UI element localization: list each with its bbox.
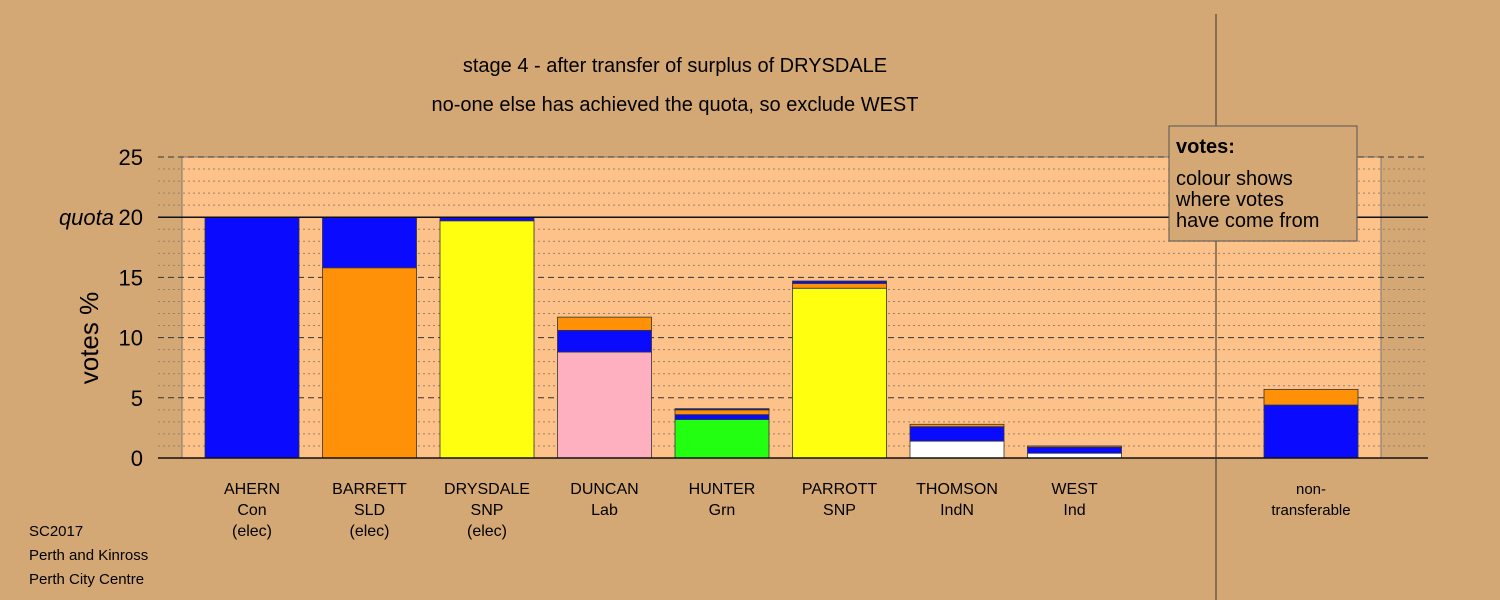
category-label: DUNCAN: [570, 481, 638, 498]
bar-segment: [674, 414, 770, 420]
category-label: WEST: [1051, 481, 1097, 498]
y-tick-label: 10: [119, 326, 143, 351]
bar-segment: [792, 287, 887, 459]
legend-line-2: where votes: [1175, 189, 1284, 211]
y-axis-label: votes %: [74, 292, 104, 385]
chart-title-line-1: stage 4 - after transfer of surplus of D…: [463, 55, 887, 77]
category-label: Grn: [709, 502, 736, 519]
category-label: DRYSDALE: [444, 481, 530, 498]
y-tick-label: 20: [119, 205, 143, 230]
category-label: SLD: [354, 502, 385, 519]
bar-segment: [792, 283, 887, 289]
category-label: Lab: [591, 502, 618, 519]
category-label: PARROTT: [802, 481, 877, 498]
category-label: Ind: [1063, 502, 1085, 519]
bar-segment: [674, 408, 770, 411]
bar-hunter: [674, 408, 770, 459]
quota-label: quota: [59, 205, 114, 230]
bar-segment: [792, 280, 887, 284]
bar-segment: [557, 316, 652, 331]
bar-segment: [909, 440, 1005, 459]
category-label: SNP: [471, 502, 504, 519]
bar-segment: [674, 419, 770, 459]
category-label: (elec): [467, 523, 507, 540]
category-label: transferable: [1271, 502, 1350, 519]
bar-west: [1027, 445, 1122, 459]
category-label: THOMSON: [916, 481, 998, 498]
bar-segment: [322, 267, 417, 459]
bar-segment: [557, 329, 652, 353]
bar-segment: [674, 409, 770, 416]
bar-drysdale: [439, 216, 535, 459]
bar-segment: [1263, 404, 1359, 459]
y-tick-label: 0: [131, 446, 143, 471]
bar-segment: [1263, 388, 1359, 406]
bar-segment: [909, 426, 1005, 442]
bar-segment: [439, 220, 535, 459]
bar-segment: [909, 423, 1005, 428]
bar-duncan: [557, 316, 652, 459]
y-tick-label: 25: [119, 145, 143, 170]
footer-line-1: SC2017: [29, 523, 83, 540]
y-tick-label: 15: [119, 265, 143, 290]
legend-title: votes:: [1176, 136, 1235, 158]
footer-line-2: Perth and Kinross: [29, 547, 148, 564]
category-label: AHERN: [224, 481, 280, 498]
category-label: (elec): [232, 523, 272, 540]
bar-barrett: [322, 216, 417, 459]
bar-segment: [1027, 445, 1122, 448]
bar-segment: [557, 351, 652, 459]
bar-non-transferable: [1263, 388, 1359, 459]
legend-box: [1168, 125, 1358, 242]
bar-ahern: [204, 216, 300, 459]
category-label: (elec): [349, 523, 389, 540]
category-label: BARRETT: [332, 481, 407, 498]
footer-line-3: Perth City Centre: [29, 571, 144, 588]
category-label: IndN: [940, 502, 974, 519]
chart-title-line-2: no-one else has achieved the quota, so e…: [432, 94, 919, 116]
bar-thomson: [909, 423, 1005, 459]
category-label: SNP: [823, 502, 856, 519]
legend: votes: colour shows where votes have com…: [1168, 125, 1358, 242]
legend-line-1: colour shows: [1176, 168, 1293, 190]
bar-segment: [204, 216, 300, 459]
bar-segment: [1027, 446, 1122, 454]
legend-line-3: have come from: [1176, 210, 1319, 232]
bar-parrott: [792, 280, 887, 459]
category-label: non-: [1296, 481, 1326, 498]
category-label: HUNTER: [689, 481, 756, 498]
bar-segment: [322, 216, 417, 269]
y-tick-label: 5: [131, 386, 143, 411]
category-label: Con: [237, 502, 266, 519]
